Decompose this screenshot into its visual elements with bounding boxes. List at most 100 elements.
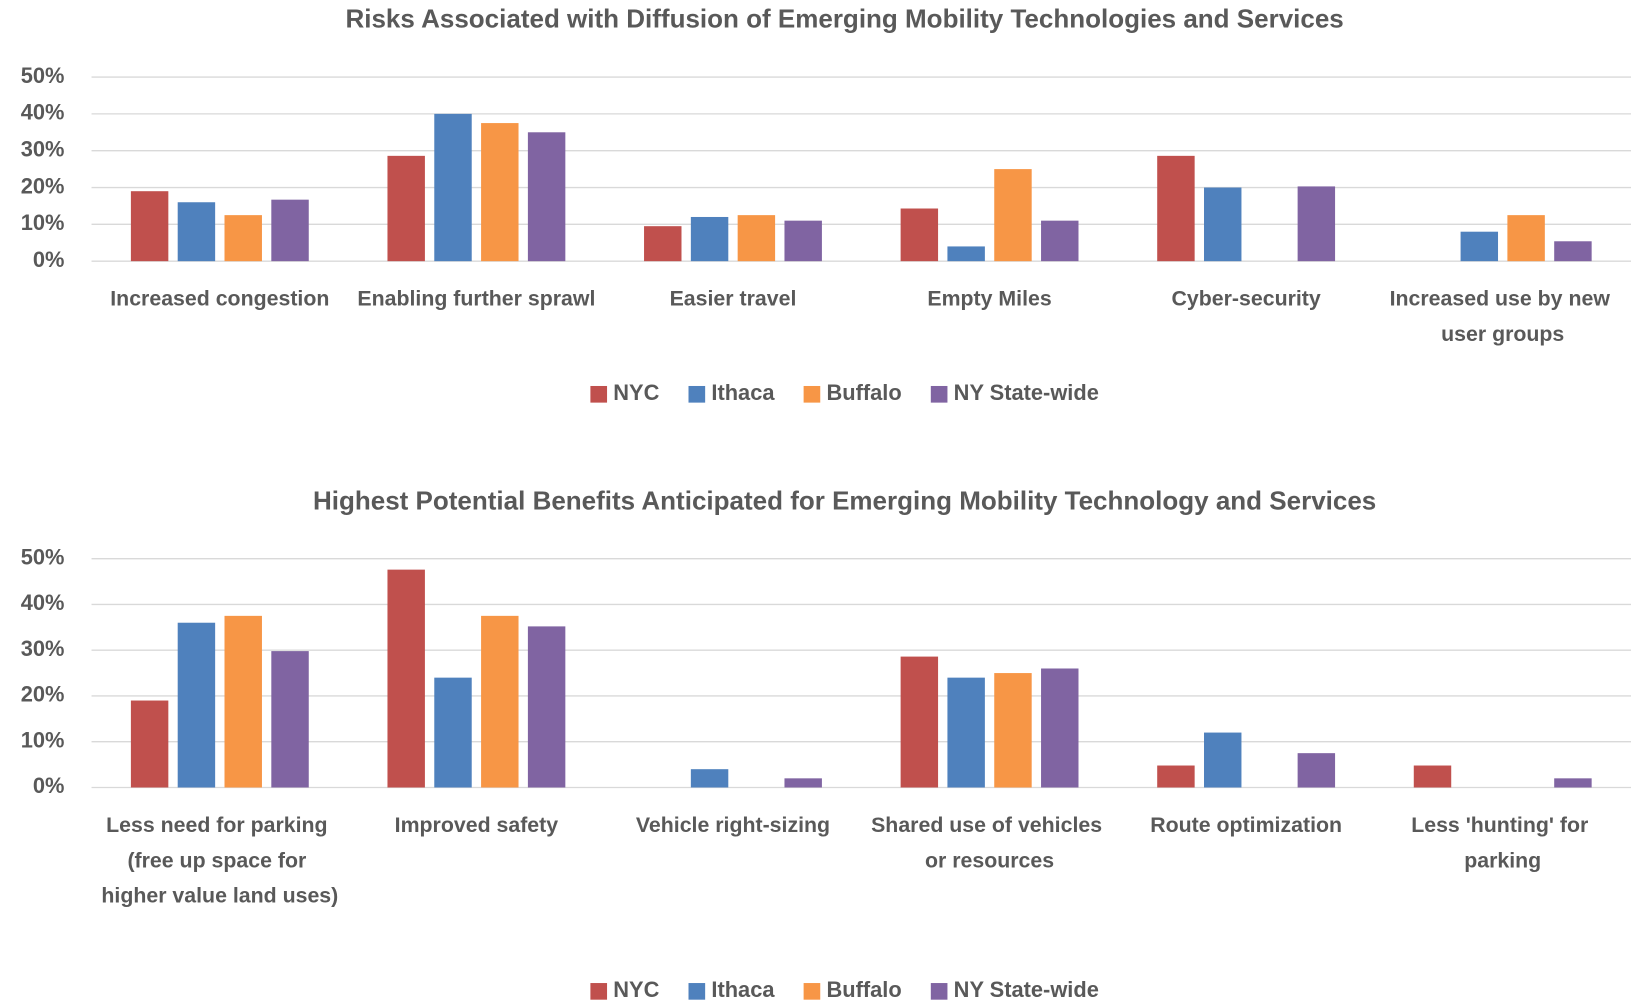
x-tick-label: Enabling further sprawl bbox=[357, 286, 595, 310]
category-line: Less need for parking bbox=[106, 813, 333, 837]
legend-label: NYC bbox=[613, 977, 659, 1002]
category-line: parking bbox=[1464, 848, 1541, 872]
legend-label: Buffalo bbox=[826, 977, 901, 1002]
y-tick-label: 40% bbox=[21, 590, 65, 615]
legend-swatch bbox=[688, 983, 706, 1000]
bar bbox=[434, 113, 472, 262]
legend-swatch bbox=[590, 983, 608, 1000]
legend: NYC Ithaca Buffalo NY State-wide bbox=[590, 977, 1099, 1002]
x-tick-label: Vehicle right-sizing bbox=[636, 813, 830, 837]
legend-swatch bbox=[930, 385, 948, 403]
x-tick-label: Shared use of vehicles or resources bbox=[871, 813, 1108, 872]
chart-title: Highest Potential Benefits Anticipated f… bbox=[313, 485, 1376, 515]
bar bbox=[271, 199, 309, 262]
bar bbox=[1554, 778, 1592, 788]
bar bbox=[737, 215, 776, 262]
category-line: Easier travel bbox=[670, 286, 797, 310]
legend-label: NYC bbox=[613, 380, 659, 405]
category-line: Enabling further sprawl bbox=[357, 286, 595, 310]
category-line: Improved safety bbox=[395, 813, 559, 837]
legend-label: NY State-wide bbox=[954, 977, 1099, 1002]
legend-swatch bbox=[930, 983, 948, 1000]
y-tick-label: 10% bbox=[21, 727, 65, 752]
x-tick-label: Increased congestion bbox=[110, 286, 329, 310]
y-tick-label: 20% bbox=[21, 173, 65, 198]
legend-swatch bbox=[688, 385, 706, 403]
bar bbox=[271, 651, 309, 788]
category-line: (free up space for bbox=[127, 848, 312, 872]
x-tick-label: Route optimization bbox=[1150, 813, 1342, 837]
y-tick-label: 50% bbox=[21, 63, 65, 88]
bar bbox=[481, 123, 519, 262]
y-tick-label: 10% bbox=[21, 210, 65, 235]
x-tick-label: Less need for parking (free up space for… bbox=[101, 813, 338, 908]
bar bbox=[900, 208, 939, 262]
x-tick-label: Cyber-security bbox=[1172, 286, 1321, 310]
bar bbox=[947, 246, 985, 262]
legend: NYC Ithaca Buffalo NY State-wide bbox=[590, 380, 1099, 405]
category-line: higher value land uses) bbox=[101, 883, 338, 907]
chart-title: Risks Associated with Diffusion of Emerg… bbox=[345, 4, 1343, 34]
bar bbox=[1041, 668, 1079, 788]
bar bbox=[994, 673, 1032, 788]
legend-swatch bbox=[803, 385, 821, 403]
x-tick-label: Improved safety bbox=[395, 813, 559, 837]
bar bbox=[527, 132, 566, 262]
bar bbox=[527, 626, 566, 788]
legend-swatch bbox=[590, 385, 608, 403]
bar bbox=[1297, 753, 1336, 788]
x-tick-label: Less 'hunting' for parking bbox=[1411, 813, 1594, 872]
bar bbox=[130, 191, 169, 262]
y-tick-label: 20% bbox=[21, 682, 65, 707]
y-tick-label: 40% bbox=[21, 100, 65, 125]
x-tick-label: Empty Miles bbox=[927, 286, 1051, 310]
y-tick-label: 50% bbox=[21, 544, 65, 569]
legend-label: Buffalo bbox=[826, 380, 901, 405]
y-tick-label: 0% bbox=[33, 247, 65, 272]
y-tick-label: 30% bbox=[21, 136, 65, 161]
bar bbox=[387, 155, 425, 262]
bar bbox=[644, 226, 682, 262]
category-line: Less 'hunting' for bbox=[1411, 813, 1594, 837]
bar bbox=[387, 569, 425, 788]
category-line: Increased use by new bbox=[1390, 286, 1616, 310]
bar bbox=[1041, 220, 1079, 262]
legend-label: Ithaca bbox=[711, 977, 775, 1002]
legend-label: Ithaca bbox=[711, 380, 775, 405]
x-tick-label: Increased use by new user groups bbox=[1390, 286, 1616, 345]
bar bbox=[947, 677, 985, 788]
bar bbox=[784, 220, 822, 262]
bar bbox=[994, 169, 1032, 262]
bar bbox=[690, 769, 729, 788]
bar bbox=[1157, 155, 1195, 262]
x-tick-label: Easier travel bbox=[670, 286, 797, 310]
legend-swatch bbox=[803, 983, 821, 1000]
bar bbox=[481, 615, 519, 788]
bar bbox=[900, 656, 939, 788]
bar bbox=[177, 202, 216, 262]
bar bbox=[130, 700, 169, 788]
bar bbox=[1413, 765, 1452, 788]
category-line: Empty Miles bbox=[927, 286, 1051, 310]
legend-label: NY State-wide bbox=[954, 380, 1099, 405]
bar bbox=[1157, 765, 1195, 788]
category-line: user groups bbox=[1441, 322, 1564, 346]
bar bbox=[224, 215, 262, 262]
category-line: Increased congestion bbox=[110, 286, 329, 310]
bar bbox=[177, 622, 216, 788]
bar bbox=[1204, 732, 1242, 788]
category-line: Route optimization bbox=[1150, 813, 1342, 837]
category-line: or resources bbox=[925, 848, 1054, 872]
bar bbox=[1204, 187, 1242, 262]
bar bbox=[690, 216, 729, 262]
category-line: Cyber-security bbox=[1172, 286, 1321, 310]
category-line: Vehicle right-sizing bbox=[636, 813, 830, 837]
bar bbox=[1297, 186, 1336, 262]
y-tick-label: 0% bbox=[33, 773, 65, 798]
bar bbox=[1554, 241, 1592, 262]
category-line: Shared use of vehicles bbox=[871, 813, 1108, 837]
bar bbox=[1507, 215, 1545, 262]
y-tick-label: 30% bbox=[21, 636, 65, 661]
